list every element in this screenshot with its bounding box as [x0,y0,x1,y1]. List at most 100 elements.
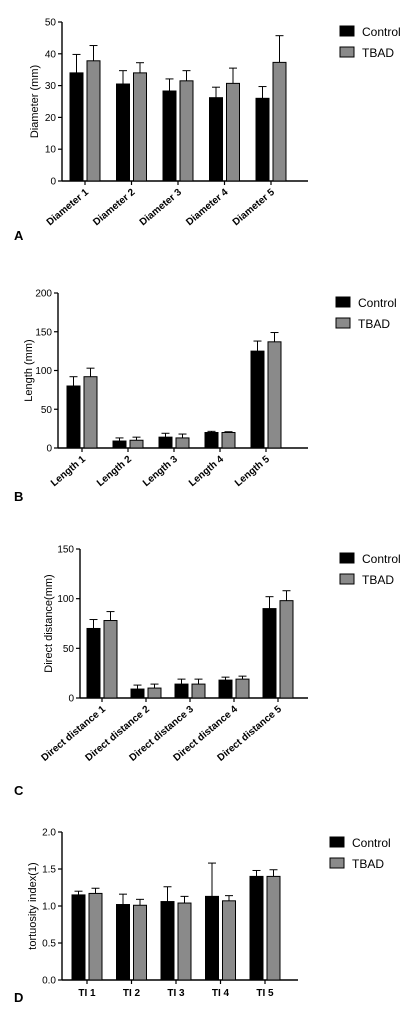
bar-control [162,90,177,182]
bar-tbad [133,72,147,182]
legend-label-control: Control [358,296,397,310]
bar-control [71,894,86,981]
legend-swatch-tbad [339,573,355,585]
bar-tbad [266,875,281,981]
legend-label-tbad: TBAD [352,857,384,871]
bar-tbad [147,687,162,699]
bar-control [116,83,130,182]
bar-control [112,440,127,449]
bar-tbad [88,892,103,981]
bar-control [255,97,270,182]
y-tick-label: 50 [45,18,57,29]
y-tick-label: 50 [41,405,53,416]
bar-control [204,432,219,449]
y-axis-label: Direct distance(mm) [43,574,55,672]
y-tick-label: 20 [45,113,57,124]
bar-control [160,901,175,981]
bar-tbad [272,61,287,182]
bar-tbad [267,341,282,449]
legend-label-tbad: TBAD [362,46,394,60]
bar-tbad [86,60,101,182]
x-tick-label: TI 3 [167,988,185,999]
bar-tbad [83,376,98,449]
y-tick-label: 150 [35,327,52,338]
legend-label-tbad: TBAD [358,317,390,331]
y-tick-label: 200 [35,289,52,300]
x-tick-label: TI 5 [256,988,274,999]
bar-control [116,904,130,981]
y-tick-label: 10 [45,145,57,156]
legend-swatch-tbad [339,46,355,58]
legend-swatch-control [339,25,355,37]
legend-swatch-tbad [335,317,351,329]
bar-tbad [226,82,240,182]
bar-tbad [191,683,206,699]
x-tick-label: TI 2 [123,988,141,999]
bar-control [249,875,264,981]
bar-control [218,679,233,699]
bar-control [174,683,189,699]
legend-swatch-tbad [329,857,345,869]
y-tick-label: 100 [35,366,52,377]
bar-control [158,436,173,449]
y-axis-label: tortuosity index(1) [27,862,39,949]
y-tick-label: 0.5 [42,939,56,950]
bar-tbad [129,439,144,449]
y-tick-label: 1.0 [42,902,56,913]
legend-label-tbad: TBAD [362,573,394,587]
x-tick-label: Length 2 [95,454,134,489]
y-axis-label: Diameter (mm) [29,65,41,138]
x-tick-label: TI 4 [212,988,230,999]
x-tick-label: TI 1 [78,988,96,999]
legend-swatch-control [335,296,351,308]
bar-tbad [222,900,236,981]
bar-control [86,627,101,699]
bar-control [262,608,277,699]
x-tick-label: Length 5 [233,454,272,489]
x-tick-label: Diameter 2 [91,187,138,229]
bar-control [130,688,145,699]
y-axis-label: Length (mm) [23,339,35,401]
chart-panel-d: 0.0 0.5 1.0 1.5 2.0 tortuosity index(1) TI 1 TI… [14,828,391,1006]
bar-tbad [103,620,118,699]
legend-swatch-control [329,836,345,848]
y-tick-label: 150 [57,545,74,556]
y-tick-label: 0 [68,694,74,705]
y-tick-label: 2.0 [42,828,56,839]
y-tick-label: 40 [45,49,57,60]
y-tick-label: 1.5 [42,865,56,876]
x-tick-label: Length 4 [187,454,226,489]
bar-control [69,72,84,182]
bar-control [66,385,81,449]
bar-tbad [235,678,250,699]
panel-label: A [14,228,24,243]
bar-control [205,895,219,981]
legend-label-control: Control [362,552,401,566]
x-tick-label: Diameter 5 [231,187,278,229]
bar-tbad [177,902,192,981]
bar-tbad [175,437,190,449]
bar-tbad [221,432,236,449]
bar-tbad [133,904,147,981]
panel-label: D [14,990,23,1005]
x-tick-label: Diameter 3 [138,187,185,229]
x-tick-label: Length 1 [49,454,88,489]
y-tick-label: 0.0 [42,976,56,987]
y-tick-label: 0 [50,177,56,188]
y-tick-label: 0 [46,444,52,455]
bar-control [209,97,223,182]
bar-tbad [279,600,294,699]
x-tick-label: Length 3 [141,454,180,489]
bar-tbad [179,80,194,182]
panel-label: C [14,783,24,798]
x-tick-label: Diameter 1 [45,187,92,229]
legend-label-control: Control [362,25,401,39]
bar-control [250,350,265,449]
panel-label: B [14,489,23,504]
y-tick-label: 50 [63,644,75,655]
y-tick-label: 30 [45,81,57,92]
legend-label-control: Control [352,836,391,850]
legend-swatch-control [339,552,355,564]
